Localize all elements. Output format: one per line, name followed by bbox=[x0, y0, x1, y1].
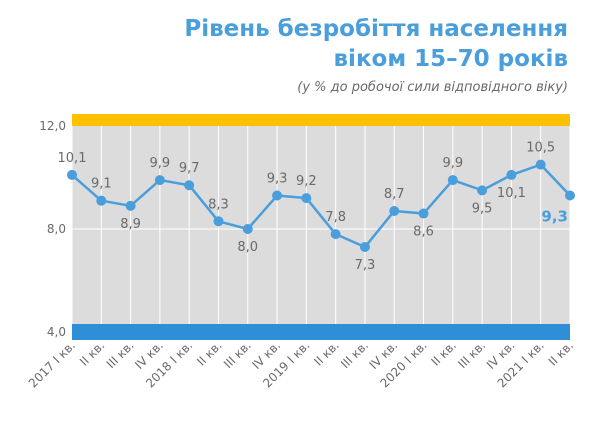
series-layer bbox=[67, 159, 575, 253]
data-point bbox=[389, 205, 400, 216]
x-tick-label: II кв. bbox=[546, 338, 576, 368]
data-label: 10,1 bbox=[58, 151, 87, 166]
data-point bbox=[67, 169, 77, 180]
data-point bbox=[242, 224, 253, 234]
bottom-band bbox=[72, 324, 570, 340]
data-point bbox=[213, 216, 224, 227]
data-label: 7,3 bbox=[355, 258, 376, 273]
data-label: 9,2 bbox=[296, 174, 317, 189]
x-tick-label: II кв. bbox=[311, 338, 341, 368]
data-point bbox=[477, 185, 488, 196]
data-point bbox=[125, 200, 136, 211]
data-point bbox=[535, 159, 546, 170]
data-point bbox=[565, 190, 575, 201]
x-tick-label: II кв. bbox=[429, 338, 459, 368]
x-tick-label: III кв. bbox=[104, 338, 137, 371]
chart-title: Рівень безробіття населення віком 15–70 … bbox=[48, 14, 568, 74]
data-label: 9,3 bbox=[267, 172, 288, 187]
data-point bbox=[418, 208, 429, 219]
data-point bbox=[359, 242, 370, 253]
data-point bbox=[447, 175, 458, 186]
x-tick-label: III кв. bbox=[338, 338, 371, 371]
data-label: 10,5 bbox=[526, 141, 555, 156]
data-point bbox=[506, 169, 517, 180]
y-tick-label: 12,0 bbox=[39, 119, 66, 133]
x-axis: 2017 I кв.II кв.III кв.IV кв.2018 I кв.I… bbox=[26, 338, 576, 390]
chart-title-line-2: віком 15–70 років bbox=[333, 46, 569, 72]
y-tick-label: 4,0 bbox=[47, 325, 66, 339]
data-label: 10,1 bbox=[497, 186, 526, 201]
data-point bbox=[154, 175, 165, 186]
data-label: 9,9 bbox=[150, 156, 171, 171]
plot-background bbox=[72, 114, 570, 332]
data-labels: 10,1 9,1 8,9 9,9 9,7 8,3 8,0 9,3 9,2 7,8 7,3 8,7 8,6… bbox=[58, 141, 568, 273]
data-label: 9,9 bbox=[442, 156, 463, 171]
plot-area bbox=[72, 114, 570, 340]
data-label: 8,7 bbox=[384, 187, 405, 202]
data-point bbox=[184, 180, 195, 191]
data-label: 7,8 bbox=[325, 210, 346, 225]
data-label: 9,5 bbox=[472, 201, 493, 216]
data-point bbox=[272, 190, 283, 201]
grid-lines bbox=[71, 126, 571, 324]
data-label: 9,7 bbox=[179, 161, 200, 176]
series-line bbox=[71, 163, 571, 249]
data-point bbox=[301, 193, 312, 204]
top-band bbox=[72, 114, 570, 126]
data-label: 8,6 bbox=[413, 225, 434, 240]
data-label: 8,3 bbox=[208, 197, 229, 212]
x-tick-label: II кв. bbox=[194, 338, 224, 368]
data-point bbox=[330, 229, 341, 240]
chart-title-line-1: Рівень безробіття населення bbox=[184, 16, 568, 42]
data-label: 8,9 bbox=[120, 217, 141, 232]
x-tick-label: III кв. bbox=[455, 338, 488, 371]
data-label: 9,3 bbox=[541, 208, 568, 226]
data-label: 9,1 bbox=[91, 177, 112, 192]
x-tick-label: 2017 I кв. bbox=[26, 338, 78, 390]
chart-subtitle: (у % до робочої сили відповідного віку) bbox=[297, 80, 568, 95]
data-point bbox=[96, 195, 107, 206]
y-tick-label: 8,0 bbox=[47, 222, 66, 236]
y-axis: 4,0 8,0 12,0 bbox=[39, 119, 66, 339]
data-label: 8,0 bbox=[237, 240, 258, 255]
x-tick-label: III кв. bbox=[221, 338, 254, 371]
x-tick-label: II кв. bbox=[77, 338, 107, 368]
